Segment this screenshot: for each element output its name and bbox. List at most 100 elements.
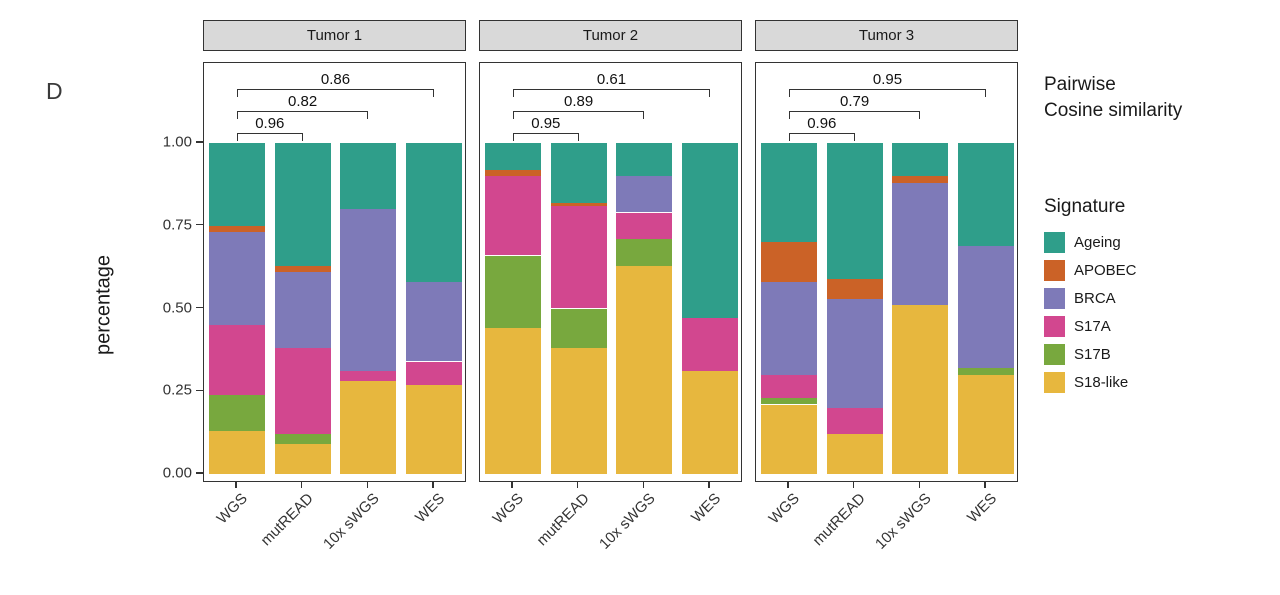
bar-segment-apobec — [550, 202, 607, 206]
bar-segment-s17a — [616, 212, 673, 239]
facet-panel-tumor-3: 0.96 0.79 0.95 — [755, 62, 1018, 482]
x-tick-label-wes: WES — [963, 490, 1001, 527]
bar-segment-ageing — [208, 143, 265, 226]
legend-key-s18-like — [1044, 372, 1065, 393]
y-tick-label: 0.50 — [162, 299, 192, 316]
bar-segment-ageing — [406, 143, 463, 282]
bar-segment-apobec — [826, 278, 883, 299]
bar-segment-brca — [892, 182, 949, 306]
x-tick — [366, 482, 369, 488]
cosine-similarity-value: 0.95 — [531, 115, 561, 132]
facet-strip-tumor-3: Tumor 3 — [755, 20, 1018, 51]
x-tick — [787, 482, 789, 488]
bar-segment-brca — [208, 232, 265, 326]
legend-key-s17b — [1044, 344, 1065, 365]
y-tick — [196, 306, 203, 309]
cosine-similarity-value: 0.95 — [872, 71, 903, 88]
x-tick — [300, 482, 303, 488]
facet-panel-tumor-1: 0.96 0.82 0.86 — [203, 62, 466, 482]
x-tick — [984, 482, 986, 488]
x-tick — [918, 482, 921, 488]
bar-segment-s18-like — [682, 371, 739, 474]
bar-segment-s18-like — [892, 305, 949, 474]
bar-segment-ageing — [550, 143, 607, 203]
legend-label-s17a: S17A — [1074, 318, 1111, 335]
legend-items: Ageing APOBEC BRCA S17A S17B S18-like — [1044, 232, 1137, 393]
bar-segment-s18-like — [208, 431, 265, 474]
legend-title: Signature — [1044, 196, 1126, 217]
cosine-similarity-value: 0.61 — [596, 71, 627, 88]
x-tick — [511, 482, 513, 488]
cosine-bracket — [788, 111, 921, 119]
x-tick-label-wes: WES — [687, 490, 725, 527]
bar-segment-s18-like — [550, 348, 607, 474]
bar-segment-brca — [340, 209, 397, 372]
pairwise-annotation-line1: Pairwise — [1044, 74, 1116, 95]
facet-panel-tumor-2: 0.95 0.89 0.61 — [479, 62, 742, 482]
x-tick-label-wgs: WGS — [765, 490, 803, 528]
legend-label-brca: BRCA — [1074, 290, 1116, 307]
bar-segment-s17b — [958, 368, 1015, 375]
x-tick-label-10x-swgs: 10x sWGS — [319, 490, 383, 553]
legend-item-s18-like: S18-like — [1044, 372, 1137, 393]
bar-segment-ageing — [616, 143, 673, 177]
bar-segment-s17a — [826, 407, 883, 435]
bar-segment-ageing — [340, 143, 397, 210]
bar-segment-brca — [616, 176, 673, 213]
legend-label-s18-like: S18-like — [1074, 374, 1129, 391]
x-tick-label-wgs: WGS — [489, 490, 527, 528]
cosine-similarity-value: 0.79 — [839, 93, 870, 110]
bar-segment-s17b — [550, 308, 607, 349]
bar-segment-s18-like — [826, 434, 883, 474]
legend-item-s17b: S17B — [1044, 344, 1137, 365]
cosine-similarity-value: 0.82 — [287, 93, 318, 110]
y-tick — [196, 389, 203, 391]
cosine-bracket — [512, 89, 711, 97]
bar-segment-apobec — [208, 225, 265, 233]
bar-segment-s17a — [682, 318, 739, 372]
bar-segment-ageing — [682, 143, 739, 319]
legend-label-ageing: Ageing — [1074, 234, 1121, 251]
legend-item-apobec: APOBEC — [1044, 260, 1137, 281]
y-tick-label: 0.75 — [162, 216, 192, 234]
x-tick — [235, 482, 237, 488]
cosine-bracket — [788, 89, 987, 97]
legend-item-brca: BRCA — [1044, 288, 1137, 309]
cosine-similarity-value: 0.96 — [807, 115, 837, 132]
bar-segment-brca — [406, 282, 463, 362]
x-tick — [432, 482, 434, 488]
x-tick — [852, 482, 855, 488]
bar-segment-s17b — [274, 434, 331, 445]
bar-segment-brca — [274, 272, 331, 349]
bar-segment-s18-like — [760, 404, 817, 474]
x-tick — [576, 482, 579, 488]
bar-segment-ageing — [484, 143, 541, 170]
x-tick — [708, 482, 710, 488]
legend: Signature Ageing APOBEC BRCA S17A S17B S18-li… — [1044, 196, 1137, 393]
bar-segment-brca — [760, 282, 817, 375]
x-tick-label-wgs: WGS — [213, 490, 251, 528]
legend-label-s17b: S17B — [1074, 346, 1111, 363]
y-axis-title: percentage — [92, 254, 115, 356]
bar-segment-s17a — [208, 325, 265, 395]
x-tick-label-wes: WES — [411, 490, 449, 527]
bar-segment-ageing — [274, 143, 331, 266]
bar-segment-ageing — [760, 143, 817, 243]
legend-item-s17a: S17A — [1044, 316, 1137, 337]
bar-segment-s17a — [484, 176, 541, 256]
bar-segment-s17a — [340, 371, 397, 382]
legend-key-s17a — [1044, 316, 1065, 337]
bar-segment-apobec — [484, 169, 541, 177]
bar-segment-s18-like — [958, 374, 1015, 474]
cosine-bracket — [788, 133, 855, 141]
bar-segment-s18-like — [406, 384, 463, 474]
bar-segment-apobec — [892, 176, 949, 183]
cosine-bracket — [236, 111, 369, 119]
bar-segment-s17a — [760, 374, 817, 398]
bar-segment-ageing — [892, 143, 949, 177]
legend-key-apobec — [1044, 260, 1065, 281]
cosine-bracket — [512, 133, 579, 141]
bar-segment-apobec — [760, 242, 817, 282]
cosine-bracket — [512, 111, 645, 119]
